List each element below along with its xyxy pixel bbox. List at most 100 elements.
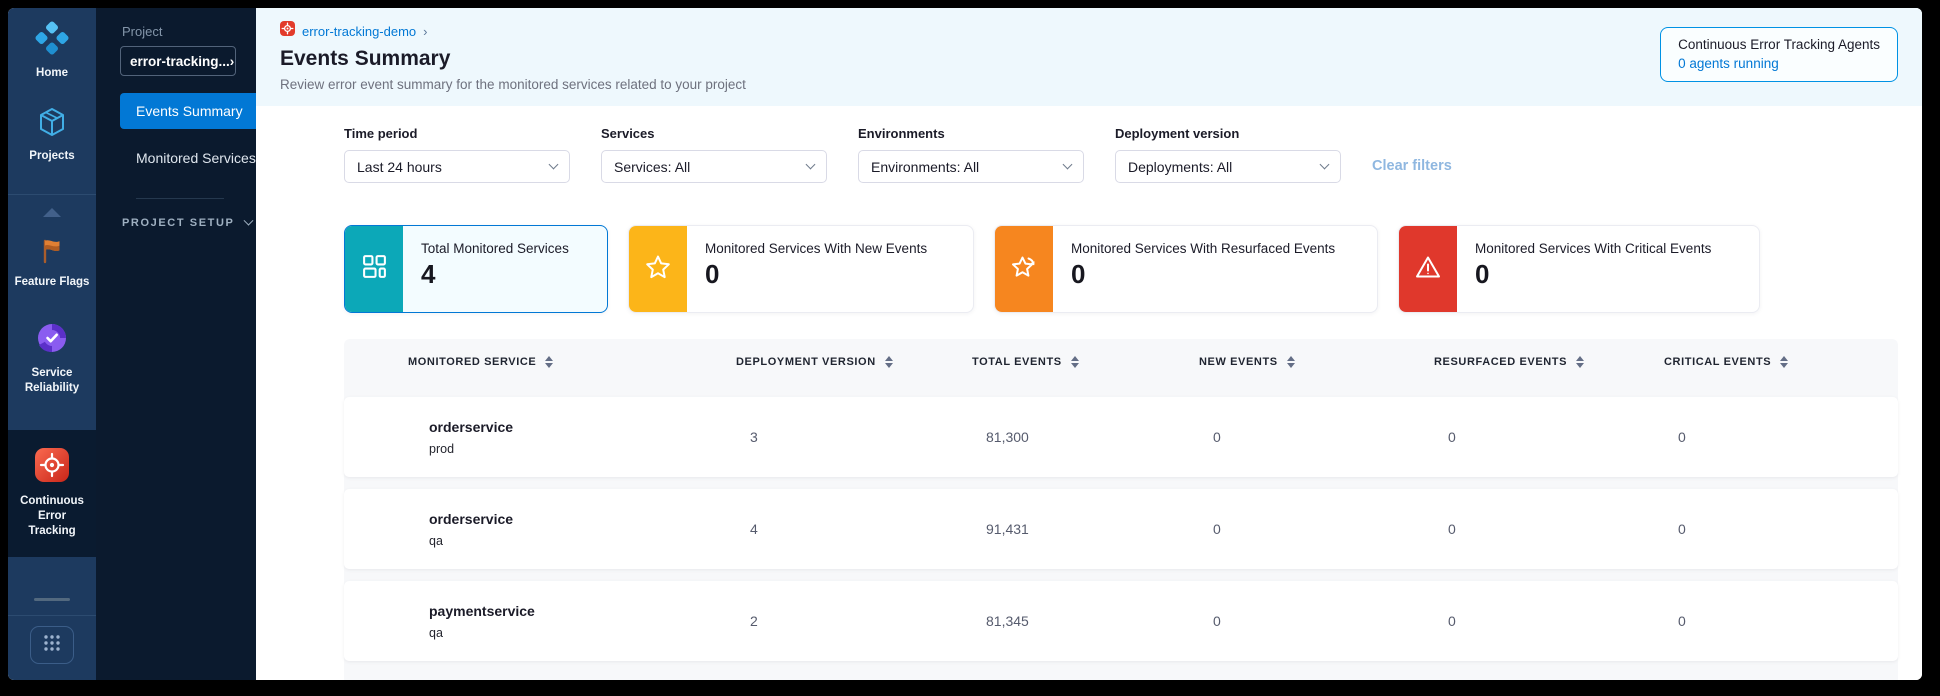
resurfaced-events-value: 0 [1448, 521, 1456, 537]
star-icon [644, 253, 672, 286]
deployment-version-value: 4 [750, 521, 758, 537]
critical-events-value: 0 [1678, 521, 1686, 537]
rail-divider [8, 615, 96, 616]
rail-divider [8, 193, 96, 195]
project-sidebar: Project error-tracking... › Events Summa… [96, 8, 256, 680]
reliability-icon [34, 320, 70, 361]
service-name: orderservice [429, 510, 514, 527]
card-color-block [345, 226, 403, 312]
column-label: TOTAL EVENTS [972, 356, 1062, 368]
main-content: error-tracking-demo › Events Summary Rev… [256, 8, 1922, 680]
agents-box-title: Continuous Error Tracking Agents [1678, 37, 1880, 52]
table-header-row: MONITORED SERVICE DEPLOYMENT VERSION TOT… [344, 339, 1898, 385]
services-select[interactable]: Services: All [601, 150, 827, 183]
page-header: error-tracking-demo › Events Summary Rev… [256, 8, 1922, 106]
module-nav-rail: Home Projects Feature Fla [8, 8, 96, 680]
project-label: Project [122, 24, 163, 39]
dashboard-icon [361, 253, 388, 285]
sidebar-item-monitored-services[interactable]: Monitored Services [136, 150, 256, 166]
agents-running-link[interactable]: 0 agents running [1678, 56, 1779, 71]
chevron-down-icon [548, 159, 559, 170]
section-label: PROJECT SETUP [122, 217, 235, 229]
sidebar-item-label: Service Reliability [24, 366, 80, 394]
service-name: paymentservice [429, 602, 535, 619]
sort-icon[interactable] [545, 356, 554, 368]
table-row[interactable]: orderservice qa 4 91,431 0 0 0 [344, 489, 1898, 569]
service-environment: prod [429, 441, 455, 456]
chevron-down-icon [1062, 159, 1073, 170]
select-value: Last 24 hours [357, 158, 442, 175]
card-value: 4 [421, 259, 436, 289]
select-value: Services: All [614, 158, 691, 175]
breadcrumb-link[interactable]: error-tracking-demo [302, 23, 417, 39]
sort-icon[interactable] [1576, 356, 1585, 368]
chevron-right-icon: › [229, 53, 235, 69]
select-value: Deployments: All [1128, 158, 1233, 175]
sort-icon[interactable] [1286, 356, 1295, 368]
critical-events-value: 0 [1678, 613, 1686, 629]
project-setup-section[interactable]: PROJECT SETUP [122, 215, 256, 229]
rail-resize-handle[interactable] [34, 598, 70, 601]
resurfaced-events-value: 0 [1448, 429, 1456, 445]
breadcrumb[interactable]: error-tracking-demo › [280, 21, 746, 41]
filter-label: Deployment version [1115, 126, 1240, 141]
sidebar-item-continuous-error-tracking[interactable]: Continuous Error Tracking [8, 429, 96, 557]
sidebar-item-service-reliability[interactable]: Service Reliability [8, 320, 96, 396]
table-row[interactable]: paymentservice qa 2 81,345 0 0 0 [344, 581, 1898, 661]
table-row[interactable]: orderservice prod 3 81,300 0 0 0 [344, 397, 1898, 477]
column-label: NEW EVENTS [1199, 356, 1278, 368]
card-label: Monitored Services With New Events [705, 241, 928, 256]
sort-icon[interactable] [1070, 356, 1079, 368]
environments-select[interactable]: Environments: All [858, 150, 1084, 183]
sidebar-item-home[interactable]: Home [8, 20, 96, 81]
card-resurfaced-events[interactable]: Monitored Services With Resurfaced Event… [994, 225, 1378, 313]
column-header-monitored-service[interactable]: MONITORED SERVICE [344, 356, 736, 368]
sidebar-item-projects[interactable]: Projects [8, 105, 96, 164]
sidebar-divider [136, 198, 224, 199]
column-header-critical-events[interactable]: CRITICAL EVENTS [1664, 356, 1898, 368]
sort-icon[interactable] [884, 356, 893, 368]
card-value: 0 [1071, 259, 1086, 289]
error-tracking-icon [280, 21, 295, 41]
chevron-right-icon: › [423, 23, 428, 39]
page-subtitle: Review error event summary for the monit… [280, 77, 746, 92]
sidebar-item-label: Feature Flags [14, 275, 90, 288]
sidebar-item-feature-flags[interactable]: Feature Flags [8, 235, 96, 290]
column-label: MONITORED SERVICE [408, 356, 537, 368]
card-critical-events[interactable]: Monitored Services With Critical Events … [1398, 225, 1760, 313]
sort-icon[interactable] [1780, 356, 1789, 368]
critical-events-value: 0 [1678, 429, 1686, 445]
deployments-select[interactable]: Deployments: All [1115, 150, 1341, 183]
card-new-events[interactable]: Monitored Services With New Events 0 [628, 225, 974, 313]
column-header-resurfaced-events[interactable]: RESURFACED EVENTS [1434, 356, 1664, 368]
home-icon [34, 20, 70, 61]
summary-cards: Total Monitored Services 4 Monitored Ser [344, 225, 1898, 313]
sidebar-item-label: Home [36, 67, 68, 79]
service-environment: qa [429, 533, 443, 548]
card-label: Monitored Services With Resurfaced Event… [1071, 241, 1336, 256]
error-tracking-icon [33, 446, 71, 489]
project-selector[interactable]: error-tracking... › [120, 46, 236, 76]
project-name: error-tracking... [130, 53, 230, 69]
card-value: 0 [705, 259, 720, 289]
warning-icon [1414, 253, 1442, 286]
card-total-monitored-services[interactable]: Total Monitored Services 4 [344, 225, 608, 313]
column-label: CRITICAL EVENTS [1664, 356, 1772, 368]
service-name: orderservice [429, 418, 514, 435]
chevron-down-icon [805, 159, 816, 170]
column-header-deployment-version[interactable]: DEPLOYMENT VERSION [736, 356, 972, 368]
scroll-up-icon[interactable] [43, 207, 61, 217]
sidebar-item-events-summary[interactable]: Events Summary [120, 93, 256, 129]
cube-icon [35, 105, 69, 144]
agents-status-box[interactable]: Continuous Error Tracking Agents 0 agent… [1660, 27, 1898, 82]
time-period-select[interactable]: Last 24 hours [344, 150, 570, 183]
clear-filters-button[interactable]: Clear filters [1372, 158, 1452, 174]
chevron-down-icon [243, 215, 253, 226]
select-value: Environments: All [871, 158, 980, 175]
grid-icon [43, 634, 61, 657]
column-header-total-events[interactable]: TOTAL EVENTS [972, 356, 1199, 368]
events-table: MONITORED SERVICE DEPLOYMENT VERSION TOT… [344, 339, 1898, 680]
column-header-new-events[interactable]: NEW EVENTS [1199, 356, 1434, 368]
deployment-version-value: 3 [750, 429, 758, 445]
module-picker-button[interactable] [30, 626, 74, 664]
